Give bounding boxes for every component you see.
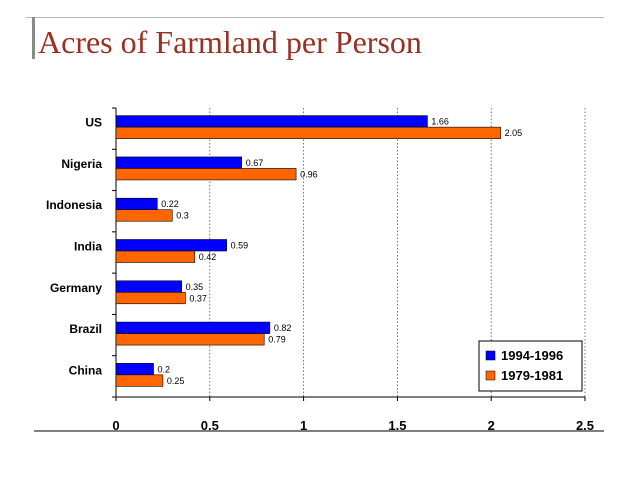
x-tick-label: 2: [488, 418, 495, 433]
bar-1994-1996-Brazil: [115, 321, 271, 334]
data-label: 0.25: [167, 376, 185, 386]
category-label: India: [74, 240, 102, 254]
data-label: 1.66: [431, 117, 449, 127]
bar-1994-1996-Nigeria: [115, 156, 242, 169]
data-label: 0.42: [199, 252, 217, 262]
x-tick-label: 2.5: [576, 418, 594, 433]
legend-swatch-1994-1996: [485, 350, 496, 361]
slide-title: Acres of Farmland per Person: [38, 24, 422, 60]
bar-1994-1996-Germany: [115, 280, 182, 293]
category-label: Indonesia: [46, 198, 102, 212]
data-label: 0.82: [274, 323, 292, 333]
data-label: 0.3: [176, 211, 189, 221]
bar-1994-1996-Indonesia: [115, 197, 158, 211]
bar-1979-1981-Indonesia: [115, 209, 173, 222]
x-tick-label: 0: [112, 418, 119, 433]
bar-1979-1981-Germany: [115, 291, 186, 305]
bottom-rule: [34, 430, 604, 432]
data-label: 0.79: [268, 335, 286, 345]
category-label: Germany: [50, 281, 102, 295]
bar-1979-1981-India: [115, 250, 196, 263]
legend-label: 1994-1996: [501, 348, 563, 363]
data-label: 0.67: [246, 158, 264, 168]
data-label: 0.96: [300, 169, 318, 179]
bar-1994-1996-China: [115, 363, 154, 376]
category-label: China: [69, 363, 103, 377]
data-label: 0.22: [161, 199, 179, 209]
legend-label: 1979-1981: [501, 368, 563, 383]
x-tick-label: 0.5: [201, 418, 219, 433]
bar-1979-1981-China: [115, 374, 164, 387]
bar-1979-1981-Nigeria: [115, 168, 297, 181]
category-label: US: [85, 116, 102, 130]
data-label: 0.37: [189, 293, 207, 303]
data-label: 0.59: [231, 241, 249, 251]
data-label: 0.35: [186, 282, 204, 292]
data-label: 0.2: [158, 364, 171, 374]
title-accent-bar: [32, 17, 35, 59]
bar-1979-1981-Brazil: [115, 333, 265, 346]
legend-box: [478, 340, 583, 392]
category-label: Brazil: [69, 322, 102, 336]
x-tick-label: 1.5: [388, 418, 406, 433]
title-top-rule: [26, 17, 604, 18]
bar-1994-1996-India: [115, 239, 227, 252]
x-tick-label: 1: [300, 418, 307, 433]
data-label: 2.05: [505, 128, 523, 138]
category-label: Nigeria: [61, 157, 102, 171]
bar-1994-1996-US: [115, 115, 428, 128]
legend-swatch-1979-1981: [485, 370, 496, 381]
bar-1979-1981-US: [115, 126, 501, 139]
